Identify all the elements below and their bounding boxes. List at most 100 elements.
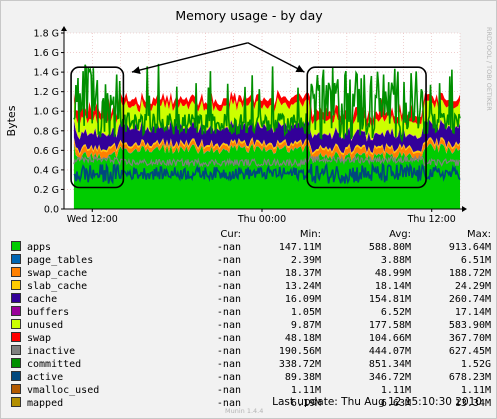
legend-series-name: buffers: [27, 307, 70, 318]
x-tick-label: Thu 00:00: [237, 214, 286, 225]
legend-series-name: apps: [27, 242, 52, 253]
legend-max-value: 24.29M: [454, 280, 491, 292]
legend-avg-value: 346.72M: [368, 371, 411, 383]
legend-row: inactive -nan 190.56M 444.07M 627.45M: [11, 345, 491, 358]
legend-avg-value: 48.99M: [374, 267, 411, 279]
legend-row: swap_cache -nan 18.37M 48.99M 188.72M: [11, 267, 491, 280]
line-active: [73, 162, 461, 185]
legend-min-value: 1.11M: [290, 384, 321, 396]
line-inactive: [73, 154, 461, 168]
legend-min-value: 1.05M: [290, 306, 321, 318]
legend-swatch: [11, 397, 21, 407]
legend-cur-value: -nan: [216, 319, 241, 331]
munin-version: Munin 1.4.4: [225, 407, 264, 415]
legend-row: slab_cache -nan 13.24M 18.14M 24.29M: [11, 280, 491, 293]
y-axis-arrow: [61, 26, 67, 31]
legend-swatch: [11, 384, 21, 394]
legend-series-name: inactive: [27, 346, 76, 357]
legend-series-name: slab_cache: [27, 281, 88, 292]
legend-series-name: page_tables: [27, 255, 94, 266]
legend-cur-value: -nan: [216, 280, 241, 292]
legend-max-value: 678.23M: [448, 371, 491, 383]
legend-row: unused -nan 9.87M 177.58M 583.90M: [11, 319, 491, 332]
legend-avg-value: 6.52M: [380, 306, 411, 318]
legend-row: buffers -nan 1.05M 6.52M 17.14M: [11, 306, 491, 319]
legend-cur-value: -nan: [216, 358, 241, 370]
legend-series-name: active: [27, 372, 64, 383]
legend-row: page_tables -nan 2.39M 3.88M 6.51M: [11, 254, 491, 267]
header-min: Min:: [299, 229, 321, 240]
legend-swatch: [11, 332, 21, 342]
legend-swatch: [11, 241, 21, 251]
y-tick-label: 0.6 G: [34, 146, 60, 157]
y-tick-label: 1.6 G: [34, 48, 60, 59]
chart: Memory usage - by day Bytes RRDTOOL / TO…: [5, 8, 493, 225]
legend-series-name: mapped: [27, 398, 64, 409]
legend-swatch: [11, 371, 21, 381]
y-tick-label: 1.0 G: [34, 107, 60, 118]
annotation-box: [306, 66, 427, 189]
legend-header: Cur: Min: Avg: Max:: [11, 229, 491, 241]
legend-max-value: 17.14M: [454, 306, 491, 318]
legend-avg-value: 154.81M: [368, 293, 411, 305]
y-axis-label: Bytes: [5, 105, 18, 136]
legend-cur-value: -nan: [216, 293, 241, 305]
legend-swatch: [11, 254, 21, 264]
legend-avg-value: 3.88M: [380, 254, 411, 266]
legend-avg-value: 18.14M: [374, 280, 411, 292]
annotation-arrow: [247, 42, 305, 73]
legend-cur-value: -nan: [216, 254, 241, 266]
y-tick-label: 0.2 G: [34, 185, 60, 196]
legend-cur-value: -nan: [216, 332, 241, 344]
x-tick-label: Thu 12:00: [407, 214, 456, 225]
legend-avg-value: 104.66M: [368, 332, 411, 344]
legend-max-value: 13.34M: [454, 397, 491, 409]
y-tick-label: 1.8 G: [34, 29, 60, 40]
y-tick-label: 1.2 G: [34, 87, 60, 98]
legend-series-name: cache: [27, 294, 58, 305]
legend-row: committed -nan 338.72M 851.34M 1.52G: [11, 358, 491, 371]
legend-avg-value: 1.11M: [380, 384, 411, 396]
legend-table: Cur: Min: Avg: Max: apps -nan 147.11M 588.8…: [11, 229, 491, 410]
y-tick-label: 0.8 G: [34, 126, 60, 137]
legend-avg-value: 851.34M: [368, 358, 411, 370]
legend-max-value: 260.74M: [448, 293, 491, 305]
y-tick-label: 0.4 G: [34, 165, 60, 176]
legend-cur-value: -nan: [216, 371, 241, 383]
legend-cur-value: -nan: [216, 306, 241, 318]
legend-series-name: unused: [27, 320, 64, 331]
legend-avg-value: 177.58M: [368, 319, 411, 331]
legend-cur-value: -nan: [216, 267, 241, 279]
annotation-arrowhead: [131, 66, 141, 75]
legend-swatch: [11, 306, 21, 316]
area-cache: [73, 118, 461, 154]
legend-max-value: 6.51M: [460, 254, 491, 266]
legend-swatch: [11, 267, 21, 277]
legend-swatch: [11, 319, 21, 329]
legend-swatch: [11, 358, 21, 368]
annotation-box: [70, 66, 125, 189]
annotations: [70, 42, 427, 189]
last-update-text: Last update: Thu Aug 12 15:10:30 2010: [272, 396, 482, 408]
legend-series-name: swap: [27, 333, 52, 344]
legend-min-value: 6.19M: [290, 397, 321, 409]
chart-title: Memory usage - by day: [175, 8, 323, 23]
axes: 0.0 0.2 G 0.4 G 0.6 G 0.8 G 1.0 G 1.2 G 1.4 G 1.…: [34, 26, 467, 225]
legend-min-value: 9.87M: [290, 319, 321, 331]
legend-max-value: 627.45M: [448, 345, 491, 357]
area-slab-cache: [73, 137, 461, 156]
header-cur: Cur:: [220, 229, 241, 240]
x-tick-label: Wed 12:00: [67, 214, 118, 225]
legend-min-value: 18.37M: [284, 267, 321, 279]
legend-series-name: swap_cache: [27, 268, 88, 279]
legend-swatch: [11, 280, 21, 290]
legend-min-value: 2.39M: [290, 254, 321, 266]
legend-max-value: 583.90M: [448, 319, 491, 331]
legend-row: apps -nan 147.11M 588.80M 913.64M: [11, 241, 491, 254]
legend-row: active -nan 89.38M 346.72M 678.23M: [11, 371, 491, 384]
y-tick-label: 0.0: [44, 205, 59, 216]
legend-cur-value: -nan: [216, 345, 241, 357]
legend-row: cache -nan 16.09M 154.81M 260.74M: [11, 293, 491, 306]
legend-series-name: vmalloc_used: [27, 385, 100, 396]
